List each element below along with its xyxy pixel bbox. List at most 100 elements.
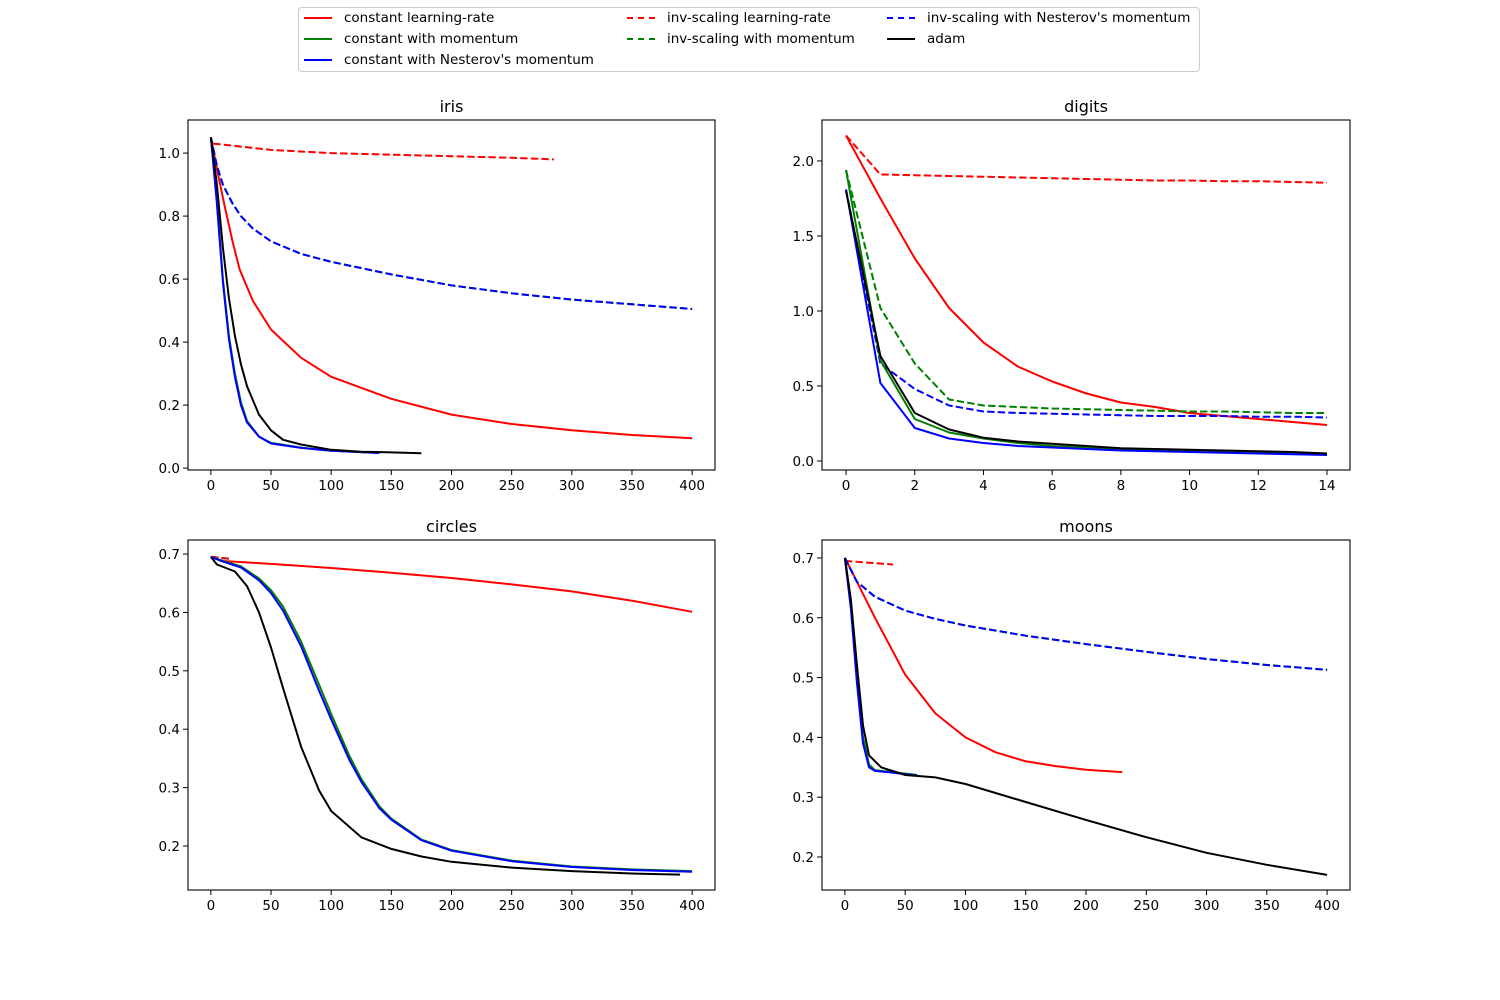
x-tick-label: 4 [979,478,988,494]
series-line-inv-scaling-learning-rate [845,134,1328,184]
series-line-adam [843,557,1328,876]
y-tick-label: 0.2 [793,850,814,866]
legend-item: adam [887,29,965,49]
x-tick-label: 300 [559,478,585,494]
series-line-constant-learning-rate [209,137,693,440]
y-tick-label: 0.2 [159,398,180,414]
x-tick-label: 150 [1013,898,1039,914]
x-tick-label: 300 [1194,898,1220,914]
series-line-inv-scaling-with-momentum [209,137,693,310]
x-tick-label: 150 [378,898,404,914]
x-tick-label: 350 [619,898,645,914]
legend-line-swatch [627,38,655,40]
series-line-constant-learning-rate [844,557,1123,774]
y-tick-label: 0.4 [159,335,180,351]
axes-frame [187,119,716,471]
legend-item: inv-scaling with Nesterov's momentum [887,8,1190,28]
y-tick-label: 1.0 [159,146,180,162]
x-tick-label: 0 [207,478,216,494]
series-line-adam [210,556,681,876]
legend-line-swatch [887,17,915,19]
x-tick-label: 200 [439,898,465,914]
y-tick-label: 1.0 [793,304,814,320]
y-tick-label: 0.8 [159,209,180,225]
x-tick-label: 50 [262,898,279,914]
legend-line-swatch [627,17,655,19]
series-line-inv-scaling-with-nesterov-s-momentum [844,557,1328,671]
y-tick-label: 0.6 [159,272,180,288]
series-line-adam [845,190,1328,455]
x-tick-label: 350 [1254,898,1280,914]
y-tick-label: 0.4 [793,730,814,746]
x-tick-label: 50 [897,898,914,914]
y-tick-label: 0.5 [793,379,814,395]
subplot-circles: 0 50 100 150 200 250 300 350 400 0.2 0.3 0.4 0.5 0.6 0… [159,517,716,914]
subplot-title: circles [426,517,477,536]
legend: constant learning-rate constant with mome… [298,7,1200,72]
legend-item: constant learning-rate [304,8,494,28]
legend-item: inv-scaling with momentum [627,29,855,49]
legend-line-swatch [304,17,332,19]
y-tick-label: 0.5 [159,664,180,680]
series-line-constant-with-nesterov-s-momentum [210,555,693,873]
subplot-moons: 0 50 100 150 200 250 300 350 400 0.2 0.3 0.4 0.5 0.6 0… [793,517,1351,914]
y-tick-label: 0.4 [159,722,180,738]
series-line-constant-learning-rate [845,135,1328,426]
axes-frame [821,119,1351,471]
series-line-inv-scaling-learning-rate [844,559,894,566]
legend-label: constant with momentum [344,31,519,47]
x-tick-label: 100 [318,898,344,914]
subplot-iris: 0 50 100 150 200 250 300 350 400 0.0 0.2 0.4 0.6 0.8 1… [159,97,716,494]
legend-item: inv-scaling learning-rate [627,8,831,28]
x-tick-label: 150 [378,478,404,494]
axes-frame [821,539,1351,891]
series-line-constant-learning-rate [210,555,693,613]
x-tick-label: 100 [318,478,344,494]
x-tick-label: 400 [1314,898,1340,914]
x-tick-label: 200 [439,478,465,494]
y-tick-label: 0.3 [159,781,180,797]
x-tick-label: 0 [841,898,850,914]
x-tick-label: 250 [499,898,525,914]
x-tick-label: 250 [499,478,525,494]
x-tick-label: 250 [1133,898,1159,914]
x-tick-label: 50 [262,478,279,494]
series-line-inv-scaling-with-nesterov-s-momentum [845,189,1328,419]
subplot-title: moons [1059,517,1113,536]
y-tick-label: 0.6 [159,605,180,621]
series-line-constant-with-nesterov-s-momentum [209,137,380,454]
legend-item: constant with Nesterov's momentum [304,50,594,70]
legend-line-swatch [304,38,332,40]
x-tick-label: 200 [1073,898,1099,914]
x-tick-label: 6 [1048,478,1057,494]
series-line-constant-with-momentum [210,555,693,873]
x-tick-label: 12 [1250,478,1267,494]
subplot-title: digits [1064,97,1108,116]
x-tick-label: 0 [207,898,216,914]
y-tick-label: 0.2 [159,839,180,855]
x-tick-label: 400 [679,478,705,494]
legend-label: adam [927,31,966,47]
axes-frame [187,539,716,891]
y-tick-label: 0.6 [793,611,814,627]
y-tick-label: 0.7 [159,547,180,563]
y-tick-label: 0.0 [793,454,814,470]
x-tick-label: 0 [842,478,851,494]
y-tick-label: 2.0 [793,154,814,170]
y-tick-label: 0.5 [793,671,814,687]
y-tick-label: 1.5 [793,229,814,245]
x-tick-label: 400 [679,898,705,914]
series-line-inv-scaling-with-nesterov-s-momentum [209,137,693,310]
x-tick-label: 300 [559,898,585,914]
legend-line-swatch [304,59,332,61]
series-line-constant-with-momentum [209,137,380,454]
series-line-inv-scaling-with-momentum [845,169,1327,414]
legend-label: constant learning-rate [344,10,495,26]
x-tick-label: 14 [1318,478,1335,494]
series-line-constant-with-nesterov-s-momentum [845,189,1328,456]
legend-label: inv-scaling with Nesterov's momentum [927,10,1191,26]
series-line-adam [209,137,422,455]
legend-label: inv-scaling with momentum [667,31,855,47]
series-line-constant-with-nesterov-s-momentum [843,557,918,777]
